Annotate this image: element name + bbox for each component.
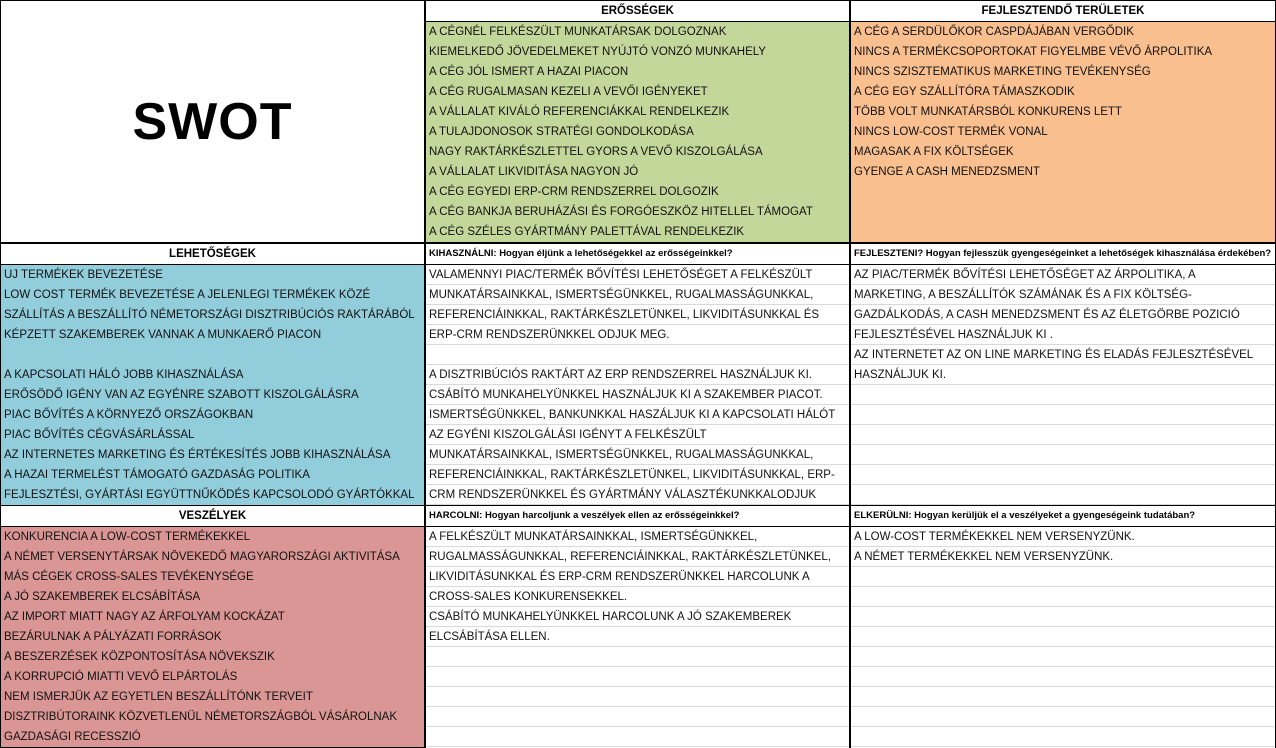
cell-text: MUNKATÁRSAINKKAL, ISMERTSÉGÜNKKEL, RUGAL… — [429, 289, 814, 301]
cell-text: LIKVIDITÁSUNKKAL ÉS ERP-CRM RENDSZERÜNKK… — [429, 571, 810, 583]
so-heading: KIHASZNÁLNI: Hogyan éljünk a lehetőségek… — [425, 243, 850, 265]
cell-text: TÖBB VOLT MUNKATÁRSBÓL KONKURENS LETT — [854, 106, 1122, 118]
cell-text: SZÁLLÍTÁS A BESZÁLLÍTÓ NÉMETORSZÁGI DISZ… — [4, 309, 415, 321]
threats-cell: KONKURENCIA A LOW-COST TERMÉKEKKEL A NÉME… — [0, 527, 425, 748]
cell-text: HASZNÁLJUK KI. — [854, 369, 947, 381]
cell-text: RUGALMASSÁGUNKKAL, REFERENCIÁINKKAL, RAK… — [429, 551, 831, 563]
cell-text: NINCS SZISZTEMATIKUS MARKETING TEVÉKENYS… — [854, 66, 1151, 78]
cell-text: A TULAJDONOSOK STRATÉGI GONDOLKODÁSA — [429, 126, 694, 138]
st-cell: A FELKÉSZÜLT MUNKATÁRSAINKKAL, ISMERTSÉG… — [425, 527, 850, 748]
wt-cell: A LOW-COST TERMÉKEKKEL NEM VERSENYZÜNK. A… — [850, 527, 1276, 748]
cell-text: MUNKATÁRSAINKKAL, ISMERTSÉGÜNKKEL, RUGAL… — [429, 449, 814, 461]
cell-text: FEJLESZTÉSÉVEL HASZNÁLJUK KI . — [854, 329, 1053, 341]
cell-text: A CÉG A SERDÜLŐKOR CASPDÁJÁBAN VERGŐDIK — [854, 26, 1134, 38]
weaknesses-heading: FEJLESZTENDŐ TERÜLETEK — [850, 0, 1276, 22]
cell-text: A NÉMET VERSENYTÁRSAK NÖVEKEDŐ MAGYARORS… — [4, 551, 400, 563]
cell-text: FEJLESZTÉSI, GYÁRTÁSI EGYÜTTNŰKÖDÉS KAPC… — [4, 489, 415, 501]
cell-text: A JÓ SZAKEMBEREK ELCSÁBÍTÁSA — [4, 591, 201, 603]
cell-text: MAGASAK A FIX KÖLTSÉGEK — [854, 146, 1014, 158]
cell-text: NINCS LOW-COST TERMÉK VONAL — [854, 126, 1048, 138]
wt-heading: ELKERÜLNI: Hogyan kerüljük el a veszélye… — [850, 505, 1276, 527]
cell-text: KONKURENCIA A LOW-COST TERMÉKEKKEL — [4, 531, 251, 543]
cell-text: ELCSÁBÍTÁSA ELLEN. — [429, 631, 550, 643]
opportunities-cell: UJ TERMÉKEK BEVEZETÉSE LOW COST TERMÉK BE… — [0, 265, 425, 506]
cell-text: BEZÁRULNAK A PÁLYÁZATI FORRÁSOK — [4, 631, 222, 643]
cell-text: NAGY RAKTÁRKÉSZLETTEL GYORS A VEVŐ KISZO… — [429, 146, 763, 158]
cell-text: A CÉGNÉL FELKÉSZÜLT MUNKATÁRSAK DOLGOZNA… — [429, 26, 727, 38]
cell-text: ERŐSÖDŐ IGÉNY VAN AZ EGYÉNRE SZABOTT KIS… — [4, 389, 359, 401]
cell-text: VALAMENNYI PIAC/TERMÉK BŐVÍTÉSI LEHETŐSÉ… — [429, 269, 813, 281]
cell-text: A KAPCSOLATI HÁLÓ JOBB KIHASZNÁLÁSA — [4, 369, 244, 381]
cell-text: AZ EGYÉNI KISZOLGÁLÁSI IGÉNYT A FELKÉSZÜ… — [429, 429, 707, 441]
cell-text: A DISZTRIBÚCIÓS RAKTÁRT AZ ERP RENDSZERR… — [429, 369, 812, 381]
cell-text: GAZDASÁGI RECESSZIÓ — [4, 731, 141, 743]
cell-text: NEM ISMERJÜK AZ EGYETLEN BESZÁLLÍTÓNK TE… — [4, 691, 313, 703]
cell-text: A CÉG RUGALMASAN KEZELI A VEVŐI IGÉNYEKE… — [429, 86, 708, 98]
cell-text: REFERENCIÁINKKAL, RAKTÁRKÉSZLETÜNKEL, LI… — [429, 469, 835, 481]
strengths-cell: A CÉGNÉL FELKÉSZÜLT MUNKATÁRSAK DOLGOZNA… — [425, 22, 850, 243]
cell-text: A HAZAI TERMELÉST TÁMOGATÓ GAZDASÁG POLI… — [4, 469, 310, 481]
cell-text: CSÁBÍTÓ MUNKAHELYÜNKKEL HARCOLUNK A JÓ S… — [429, 611, 792, 623]
cell-text: CRM RENDSZERÜNKKEL ÉS GYÁRTMÁNY VÁLASZTÉ… — [429, 489, 817, 501]
opportunities-heading: LEHETŐSÉGEK — [0, 243, 425, 265]
cell-text: PIAC BŐVÍTÉS CÉGVÁSÁRLÁSSAL — [4, 429, 195, 441]
st-heading: HARCOLNI: Hogyan harcoljunk a veszélyek … — [425, 505, 850, 527]
cell-text: KÉPZETT SZAKEMBEREK VANNAK A MUNKAERŐ PI… — [4, 329, 322, 341]
so-cell: VALAMENNYI PIAC/TERMÉK BŐVÍTÉSI LEHETŐSÉ… — [425, 265, 850, 506]
cell-text: A CÉG JÓL ISMERT A HAZAI PIACON — [429, 66, 629, 78]
cell-text: CROSS-SALES KONKURENSEKKEL. — [429, 591, 628, 603]
cell-text: LOW COST TERMÉK BEVEZETÉSE A JELENLEGI T… — [4, 289, 371, 301]
cell-text: MARKETING, A BESZÁLLÍTÓK SZÁMÁNAK ÉS A F… — [854, 289, 1192, 301]
swot-title: SWOT — [0, 0, 425, 243]
strengths-heading: ERŐSSÉGEK — [425, 0, 850, 22]
cell-text: AZ IMPORT MIATT NAGY AZ ÁRFOLYAM KOCKÁZA… — [4, 611, 285, 623]
cell-text: A CÉG SZÉLES GYÁRTMÁNY PALETTÁVAL RENDEL… — [429, 226, 745, 238]
wo-heading: FEJLESZTENI? Hogyan fejlesszük gyengeség… — [850, 243, 1276, 265]
cell-text: A BESZERZÉSEK KÖZPONTOSÍTÁSA NÖVEKSZIK — [4, 651, 275, 663]
weaknesses-cell: A CÉG A SERDÜLŐKOR CASPDÁJÁBAN VERGŐDIK N… — [850, 22, 1276, 243]
cell-text: A VÁLLALAT LIKVIDITÁSA NAGYON JÓ — [429, 166, 639, 178]
cell-text: A CÉG EGY SZÁLLÍTÓRA TÁMASZKODIK — [854, 86, 1075, 98]
cell-text: AZ INTERNETET AZ ON LINE MARKETING ÉS EL… — [854, 349, 1254, 361]
cell-text: A KORRUPCIÓ MIATTI VEVŐ ELPÁRTOLÁS — [4, 671, 238, 683]
cell-text: GYENGE A CASH MENEDZSMENT — [854, 166, 1040, 178]
cell-text: MÁS CÉGEK CROSS-SALES TEVÉKENYSÉGE — [4, 571, 254, 583]
cell-text: UJ TERMÉKEK BEVEZETÉSE — [4, 269, 163, 281]
cell-text: CSÁBÍTÓ MUNKAHELYÜNKKEL HASZNÁLJUK KI A … — [429, 389, 823, 401]
cell-text: NINCS A TERMÉKCSOPORTOKAT FIGYELMBE VÉVŐ… — [854, 46, 1213, 58]
cell-text: REFERENCIÁINKKAL, RAKTÁRKÉSZLETÜNKEL, LI… — [429, 309, 820, 321]
cell-text: A FELKÉSZÜLT MUNKATÁRSAINKKAL, ISMERTSÉG… — [429, 531, 758, 543]
cell-text: ISMERTSÉGÜNKKEL, BANKUNKKAL HASZÁLJUK KI… — [429, 409, 836, 421]
cell-text: ERP-CRM RENDSZERÜNKKEL ODJUK MEG. — [429, 329, 670, 341]
cell-text: DISZTRIBÚTORAINK KÖZVETLENÜL NÉMETORSZÁG… — [4, 711, 397, 723]
wo-cell: AZ PIAC/TERMÉK BŐVÍTÉSI LEHETŐSÉGET AZ Á… — [850, 265, 1276, 506]
cell-text: A CÉG BANKJA BERUHÁZÁSI ÉS FORGÓESZKÖZ H… — [429, 206, 813, 218]
cell-text: A NÉMET TERMÉKEKKEL NEM VERSENYZÜNK. — [854, 551, 1114, 563]
cell-text: A VÁLLALAT KIVÁLÓ REFERENCIÁKKAL RENDELK… — [429, 106, 730, 118]
cell-text: GAZDÁLKODÁS, A CASH MENEDZSMENT ÉS AZ ÉL… — [854, 309, 1240, 321]
cell-text: AZ INTERNETES MARKETING ÉS ÉRTÉKESÍTÉS J… — [4, 449, 391, 461]
cell-text: KIEMELKEDŐ JÖVEDELMEKET NYÚJTÓ VONZÓ MUN… — [429, 46, 766, 58]
cell-text: PIAC BŐVÍTÉS A KÖRNYEZŐ ORSZÁGOKBAN — [4, 409, 254, 421]
cell-text: A LOW-COST TERMÉKEKKEL NEM VERSENYZÜNK. — [854, 531, 1135, 543]
threats-heading: VESZÉLYEK — [0, 505, 425, 527]
cell-text: AZ PIAC/TERMÉK BŐVÍTÉSI LEHETŐSÉGET AZ Á… — [854, 269, 1196, 281]
cell-text: A CÉG EGYEDI ERP-CRM RENDSZERREL DOLGOZI… — [429, 186, 719, 198]
